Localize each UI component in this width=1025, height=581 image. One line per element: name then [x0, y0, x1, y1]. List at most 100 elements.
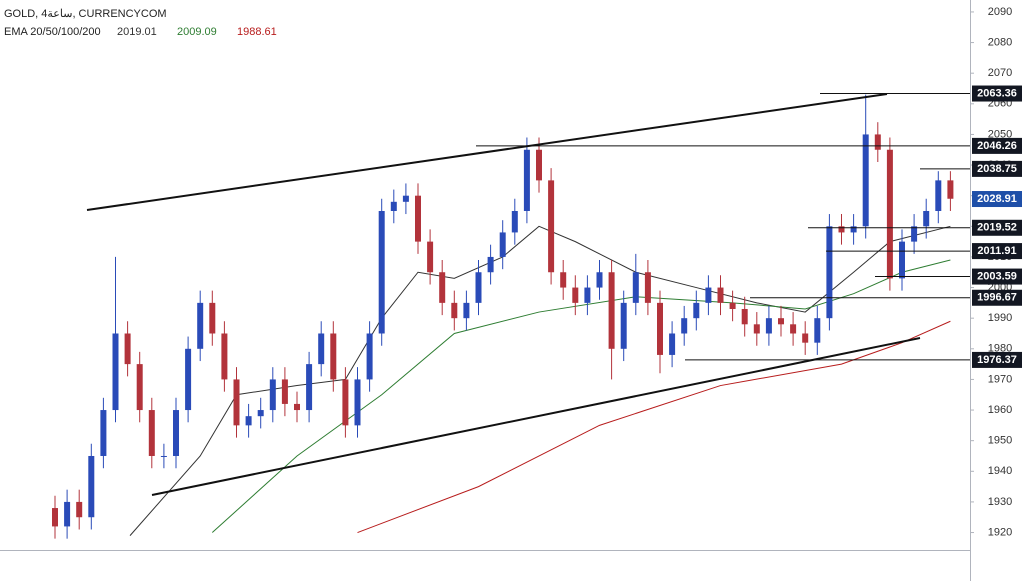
- candle-body: [523, 149, 530, 211]
- candle-body: [415, 195, 421, 242]
- legend-value: 2009.09: [177, 26, 217, 38]
- candle-body: [197, 302, 204, 349]
- y-tick-label: 1980: [988, 343, 1012, 355]
- last-price-label: 2028.91: [977, 193, 1017, 205]
- candle-body: [487, 256, 494, 273]
- candle-body: [644, 272, 651, 303]
- y-tick-label: 2090: [988, 6, 1012, 18]
- y-tick-label: 1960: [988, 404, 1012, 416]
- level-label: 1996.67: [977, 292, 1017, 304]
- candle-body: [947, 180, 954, 199]
- level-label-box: [972, 289, 1022, 306]
- candle-body: [669, 333, 676, 355]
- level-label: 2003.59: [977, 270, 1017, 282]
- candle-body: [596, 272, 603, 288]
- candle-body: [185, 348, 192, 411]
- trend-line: [86, 93, 888, 211]
- candle-body: [378, 210, 385, 334]
- candle-body: [366, 333, 373, 380]
- level-label: 2046.26: [977, 140, 1017, 152]
- candle-body: [64, 501, 71, 527]
- level-label: 2038.75: [977, 163, 1017, 175]
- candle-body: [451, 302, 458, 319]
- candle-body: [463, 302, 470, 319]
- level-label-box: [972, 351, 1022, 368]
- candle-body: [257, 410, 264, 417]
- level-label-box: [972, 219, 1022, 236]
- candle-body: [923, 210, 930, 227]
- candle-body: [632, 272, 639, 303]
- y-tick-label: 1970: [988, 373, 1012, 385]
- y-tick-label: 2050: [988, 128, 1012, 140]
- candle-body: [753, 324, 760, 334]
- candle-body: [148, 410, 155, 456]
- chart-title: GOLD, 4ساعة, CURRENCYCOM: [4, 8, 167, 20]
- y-tick-label: 1940: [988, 465, 1012, 477]
- candle-body: [584, 287, 591, 303]
- candle-body: [838, 226, 845, 233]
- candle-body: [124, 333, 131, 365]
- candle-body: [475, 272, 482, 303]
- candle-body: [778, 318, 784, 325]
- level-label: 2011.91: [977, 245, 1016, 257]
- candle-body: [269, 379, 276, 411]
- candle-body: [173, 410, 179, 456]
- candle-body: [330, 333, 337, 380]
- candle-body: [560, 272, 567, 288]
- candle-body: [354, 379, 361, 426]
- level-label-box: [972, 160, 1022, 177]
- candle-body: [850, 226, 857, 233]
- candle-body: [765, 318, 772, 334]
- candle-body: [281, 379, 288, 404]
- candle-body: [439, 272, 446, 303]
- candle-body: [705, 287, 712, 303]
- candle-body: [233, 379, 240, 426]
- level-label: 2019.52: [977, 222, 1017, 234]
- candle-body: [342, 379, 349, 426]
- y-tick-label: 1930: [988, 496, 1012, 508]
- candle-body: [620, 302, 627, 349]
- plot-area: [52, 94, 954, 539]
- y-tick-label: 1990: [988, 312, 1012, 324]
- legend-value: 1988.61: [237, 26, 277, 38]
- candle-body: [209, 302, 216, 334]
- candle-body: [52, 508, 58, 527]
- y-tick-label: 1920: [988, 526, 1012, 538]
- level-label-box: [972, 268, 1022, 285]
- candle-body: [499, 232, 506, 257]
- last-price-box: [972, 191, 1022, 208]
- candle-body: [814, 318, 821, 343]
- candle-body: [536, 149, 542, 181]
- candle-body: [717, 287, 724, 303]
- candle-body: [294, 403, 300, 411]
- candle-body: [76, 501, 83, 518]
- candle-body: [935, 180, 942, 211]
- candle-body: [112, 333, 119, 411]
- legend-label: EMA 20/50/100/200: [4, 26, 101, 38]
- candle-body: [136, 364, 143, 411]
- candle-body: [657, 302, 663, 355]
- candle-body: [911, 226, 918, 242]
- candle-body: [100, 410, 107, 456]
- candle-body: [608, 272, 615, 349]
- candle-body: [693, 302, 700, 319]
- y-tick-label: 2080: [988, 36, 1012, 48]
- legend-value: 2019.01: [117, 26, 157, 38]
- candle-body: [221, 333, 228, 380]
- candle-body: [390, 201, 397, 211]
- candle-body: [427, 241, 434, 273]
- candle-body: [874, 134, 881, 150]
- candle-body: [729, 302, 736, 309]
- candle-body: [88, 455, 95, 518]
- candle-body: [886, 149, 893, 279]
- level-label-box: [972, 243, 1022, 260]
- candle-body: [318, 333, 325, 365]
- candle-body: [548, 180, 555, 273]
- level-label: 1976.37: [977, 354, 1017, 366]
- candle-body: [741, 308, 748, 325]
- candle-body: [899, 241, 905, 279]
- candle-body: [790, 324, 797, 334]
- candle-body: [245, 416, 252, 426]
